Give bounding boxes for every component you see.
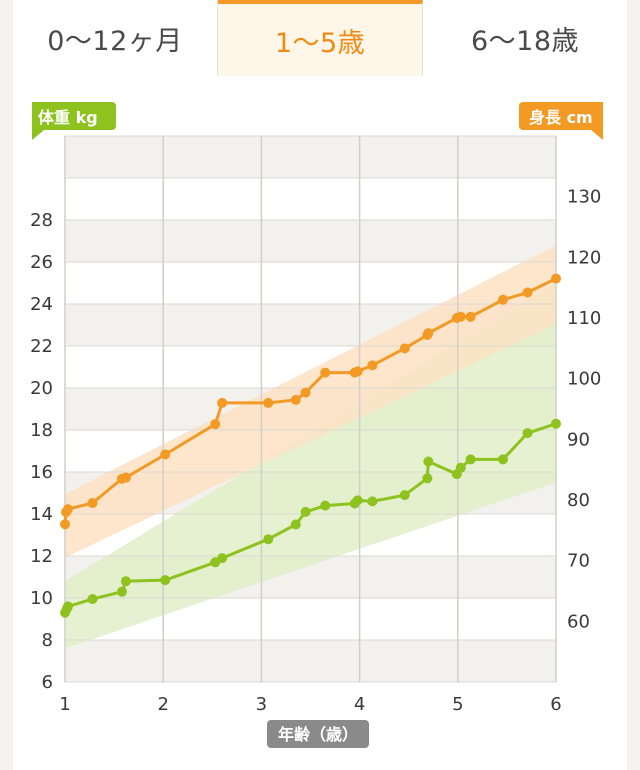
height-badge-shape (519, 102, 603, 140)
age-axis-badge: 年齢（歳） (267, 720, 369, 748)
weight-tick-label: 12 (30, 546, 53, 567)
age-range-tabs: 0～12ヶ月 1～5歳 6～18歳 (13, 0, 627, 77)
weight-point[interactable] (290, 519, 301, 530)
age-tick-label: 1 (59, 694, 70, 715)
height-point[interactable] (160, 449, 171, 460)
weight-point[interactable] (522, 428, 533, 439)
plot-stripe (65, 640, 556, 682)
weight-tick-label: 20 (30, 378, 53, 399)
weight-axis-badge: 体重 kg (32, 102, 116, 140)
age-badge-shape (267, 720, 369, 748)
tab-0-12-months[interactable]: 0～12ヶ月 (13, 0, 218, 76)
tab-1-5-years[interactable]: 1～5歳 (218, 0, 423, 76)
weight-tick-label: 6 (42, 672, 53, 693)
height-point[interactable] (455, 311, 466, 322)
weight-point[interactable] (87, 594, 98, 605)
weight-point[interactable] (62, 601, 73, 612)
weight-tick-label: 10 (30, 588, 53, 609)
height-point[interactable] (423, 328, 434, 339)
height-tick-label: 100 (567, 369, 601, 390)
height-point[interactable] (87, 498, 98, 509)
growth-chart-card: 6 8 10 12 14 16 18 20 22 24 26 28 60 70 80 90 100 110 120 1… (13, 76, 627, 770)
weight-tick-label: 8 (42, 630, 53, 651)
height-point[interactable] (551, 273, 561, 284)
height-point[interactable] (210, 419, 221, 430)
weight-point[interactable] (300, 506, 311, 517)
height-tick-label: 130 (567, 187, 601, 208)
weight-tick-label: 18 (30, 420, 53, 441)
weight-tick-label: 14 (30, 504, 53, 525)
weight-point[interactable] (120, 576, 131, 587)
height-axis-label: 身長 cm (529, 108, 593, 127)
height-point[interactable] (367, 360, 378, 371)
plot-stripe (65, 178, 556, 220)
height-point[interactable] (217, 397, 228, 408)
weight-point[interactable] (217, 553, 228, 564)
age-tick-label: 6 (550, 694, 561, 715)
tab-6-18-years[interactable]: 6～18歳 (470, 25, 580, 57)
height-tick-label: 80 (567, 490, 590, 511)
plot-stripe (65, 136, 556, 178)
height-point[interactable] (263, 397, 274, 408)
height-point[interactable] (290, 394, 301, 405)
weight-point[interactable] (399, 490, 410, 501)
weight-tick-label: 28 (30, 210, 53, 231)
height-range-band (65, 245, 556, 558)
height-tick-label: 70 (567, 551, 590, 572)
age-tick-label: 5 (452, 694, 463, 715)
weight-point[interactable] (497, 454, 508, 465)
height-point[interactable] (60, 519, 70, 530)
height-point[interactable] (522, 287, 533, 298)
height-tick-label: 120 (567, 247, 601, 268)
height-point[interactable] (465, 311, 476, 322)
age-tick-label: 4 (354, 694, 365, 715)
height-tick-label: 90 (567, 429, 590, 450)
weight-tick-label: 22 (30, 336, 53, 357)
height-tick-label: 110 (567, 308, 601, 329)
height-point[interactable] (399, 343, 410, 354)
weight-point[interactable] (551, 418, 561, 429)
weight-tick-label: 16 (30, 462, 53, 483)
height-point[interactable] (300, 387, 311, 398)
age-tick-label: 3 (256, 694, 267, 715)
weight-point[interactable] (423, 456, 434, 467)
weight-point[interactable] (320, 500, 331, 511)
plot-stripe (65, 220, 556, 262)
height-point[interactable] (497, 294, 508, 305)
weight-point[interactable] (116, 586, 127, 597)
weight-point[interactable] (422, 473, 433, 484)
height-point[interactable] (352, 366, 363, 377)
weight-tick-label: 26 (30, 252, 53, 273)
weight-point[interactable] (160, 575, 171, 586)
height-tick-label: 60 (567, 611, 590, 632)
weight-axis-label: 体重 kg (38, 108, 98, 127)
age-tick-label: 2 (157, 694, 168, 715)
weight-badge-shape (32, 102, 116, 140)
height-axis-badge: 身長 cm (519, 102, 603, 140)
weight-point[interactable] (352, 495, 363, 506)
height-point[interactable] (320, 367, 331, 378)
weight-point[interactable] (455, 462, 466, 473)
age-axis-label: 年齢（歳） (278, 725, 358, 744)
height-point[interactable] (120, 472, 131, 483)
weight-tick-label: 24 (30, 294, 53, 315)
weight-point[interactable] (465, 454, 476, 465)
growth-chart: 6810121416182022242628607080901001101201… (30, 102, 603, 748)
weight-point[interactable] (263, 534, 274, 545)
height-point[interactable] (62, 504, 73, 515)
weight-point[interactable] (367, 496, 378, 507)
